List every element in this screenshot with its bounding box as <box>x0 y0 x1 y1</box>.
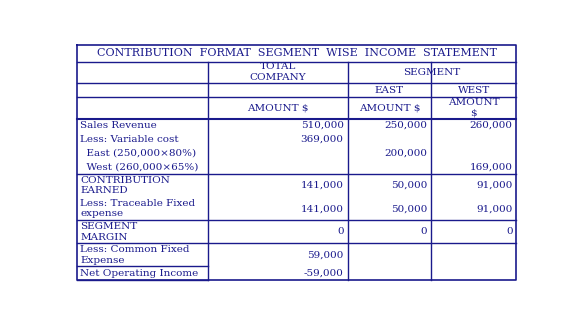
Text: West (260,000×65%): West (260,000×65%) <box>80 163 199 172</box>
Text: CONTRIBUTION  FORMAT  SEGMENT  WISE  INCOME  STATEMENT: CONTRIBUTION FORMAT SEGMENT WISE INCOME … <box>97 48 497 58</box>
Text: 250,000: 250,000 <box>384 121 427 130</box>
Text: Net Operating Income: Net Operating Income <box>80 269 199 278</box>
Text: 50,000: 50,000 <box>391 181 427 190</box>
Text: 0: 0 <box>421 227 427 236</box>
Text: CONTRIBUTION
EARNED: CONTRIBUTION EARNED <box>80 176 170 195</box>
Text: AMOUNT
$: AMOUNT $ <box>448 98 500 118</box>
Text: EAST: EAST <box>375 86 404 95</box>
Text: SEGMENT: SEGMENT <box>404 68 461 77</box>
Text: 141,000: 141,000 <box>301 181 343 190</box>
Text: 260,000: 260,000 <box>470 121 512 130</box>
Text: 91,000: 91,000 <box>476 181 512 190</box>
Text: 50,000: 50,000 <box>391 204 427 213</box>
Text: 0: 0 <box>337 227 343 236</box>
Text: SEGMENT
MARGIN: SEGMENT MARGIN <box>80 222 137 241</box>
Text: AMOUNT $: AMOUNT $ <box>247 103 309 112</box>
Text: 91,000: 91,000 <box>476 204 512 213</box>
Text: TOTAL
COMPANY: TOTAL COMPANY <box>250 62 306 82</box>
Text: Sales Revenue: Sales Revenue <box>80 121 157 130</box>
Text: -59,000: -59,000 <box>304 269 343 278</box>
Text: 200,000: 200,000 <box>384 149 427 158</box>
Text: 369,000: 369,000 <box>301 135 343 144</box>
Text: 510,000: 510,000 <box>301 121 343 130</box>
Text: Less: Variable cost: Less: Variable cost <box>80 135 179 144</box>
Text: Less: Common Fixed
Expense: Less: Common Fixed Expense <box>80 245 190 265</box>
Text: East (250,000×80%): East (250,000×80%) <box>80 149 196 158</box>
Text: 59,000: 59,000 <box>307 250 343 260</box>
Text: AMOUNT $: AMOUNT $ <box>358 103 420 112</box>
Text: WEST: WEST <box>458 86 490 95</box>
Text: 141,000: 141,000 <box>301 204 343 213</box>
Text: Less: Traceable Fixed
expense: Less: Traceable Fixed expense <box>80 199 195 218</box>
Text: 169,000: 169,000 <box>470 163 512 172</box>
Text: 0: 0 <box>506 227 512 236</box>
